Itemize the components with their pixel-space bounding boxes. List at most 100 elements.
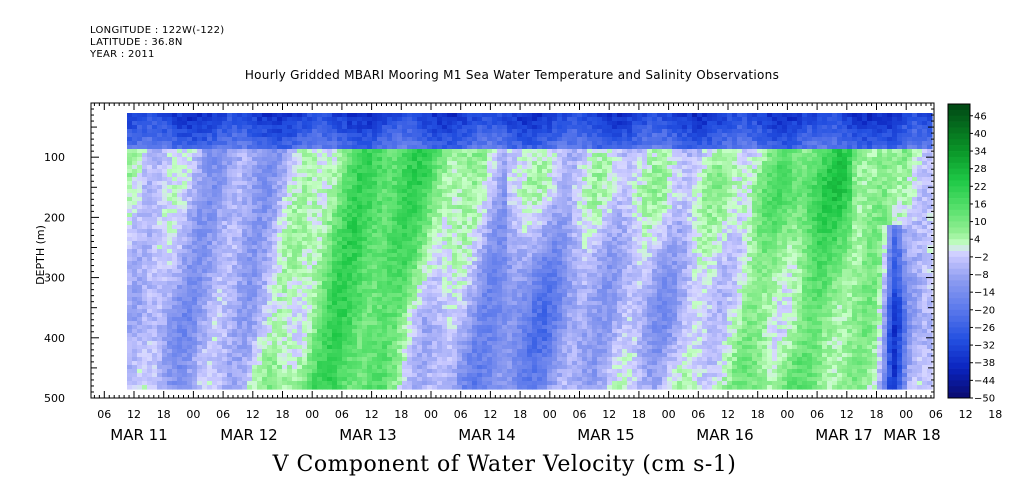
heatmap-cell [317, 205, 323, 210]
heatmap-cell [172, 289, 178, 294]
heatmap-cell [262, 221, 268, 226]
heatmap-cell [307, 213, 313, 218]
heatmap-cell [397, 185, 403, 190]
heatmap-cell [337, 185, 343, 190]
heatmap-cell [382, 133, 388, 138]
heatmap-cell [137, 125, 143, 130]
heatmap-cell [212, 385, 218, 390]
heatmap-cell [462, 369, 468, 374]
heatmap-cell [237, 229, 243, 234]
heatmap-cell [227, 225, 233, 230]
heatmap-cell [457, 225, 463, 230]
heatmap-cell [187, 217, 193, 222]
heatmap-cell [247, 341, 253, 346]
heatmap-cell [357, 313, 363, 318]
heatmap-cell [467, 137, 473, 142]
heatmap-cell [447, 189, 453, 194]
heatmap-cell [462, 297, 468, 302]
heatmap-cell [332, 161, 338, 166]
heatmap-cell [242, 369, 248, 374]
heatmap-cell [242, 301, 248, 306]
heatmap-cell [252, 173, 258, 178]
heatmap-cell [482, 189, 488, 194]
heatmap-cell [477, 241, 483, 246]
heatmap-cell [252, 233, 258, 238]
heatmap-cell [477, 125, 483, 130]
heatmap-cell [182, 173, 188, 178]
heatmap-cell [197, 113, 203, 118]
heatmap-cell [447, 169, 453, 174]
heatmap-cell [402, 301, 408, 306]
heatmap-cell [172, 369, 178, 374]
heatmap-cell [207, 349, 213, 354]
heatmap-cell [342, 261, 348, 266]
heatmap-cell [267, 317, 273, 322]
heatmap-cell [392, 369, 398, 374]
heatmap-cell [297, 221, 303, 226]
heatmap-cell [402, 165, 408, 170]
heatmap-cell [362, 181, 368, 186]
heatmap-cell [217, 333, 223, 338]
heatmap-cell [462, 321, 468, 326]
heatmap-cell [217, 217, 223, 222]
heatmap-cell [462, 377, 468, 382]
heatmap-cell [352, 137, 358, 142]
heatmap-cell [272, 265, 278, 270]
heatmap-cell [342, 341, 348, 346]
heatmap-cell [352, 253, 358, 258]
heatmap-cell [202, 273, 208, 278]
heatmap-cell [327, 157, 333, 162]
heatmap-cell [267, 253, 273, 258]
heatmap-cell [482, 265, 488, 270]
heatmap-cell [372, 121, 378, 126]
heatmap-cell [187, 381, 193, 386]
heatmap-cell [337, 229, 343, 234]
heatmap-cell [152, 225, 158, 230]
heatmap-cell [432, 237, 438, 242]
heatmap-cell [347, 117, 353, 122]
heatmap-cell [362, 285, 368, 290]
heatmap-cell [442, 193, 448, 198]
heatmap-cell [397, 249, 403, 254]
heatmap-cell [277, 369, 283, 374]
heatmap-cell [257, 253, 263, 258]
heatmap-cell [127, 373, 133, 378]
heatmap-cell [477, 341, 483, 346]
heatmap-cell [197, 261, 203, 266]
heatmap-cell [407, 381, 413, 386]
heatmap-cell [377, 277, 383, 282]
heatmap-cell [417, 201, 423, 206]
heatmap-cell [467, 321, 473, 326]
heatmap-cell [477, 265, 483, 270]
heatmap-cell [197, 345, 203, 350]
heatmap-cell [187, 117, 193, 122]
heatmap-cell [152, 141, 158, 146]
heatmap-cell [132, 325, 138, 330]
heatmap-cell [442, 289, 448, 294]
heatmap-cell [282, 345, 288, 350]
heatmap-cell [162, 381, 168, 386]
heatmap-cell [442, 189, 448, 194]
heatmap-cell [192, 313, 198, 318]
heatmap-cell [297, 293, 303, 298]
heatmap-cell [422, 241, 428, 246]
heatmap-cell [297, 357, 303, 362]
heatmap-cell [422, 173, 428, 178]
heatmap-cell [287, 201, 293, 206]
heatmap-cell [437, 145, 443, 150]
heatmap-cell [327, 245, 333, 250]
heatmap-cell [407, 249, 413, 254]
heatmap-cell [327, 153, 333, 158]
heatmap-cell [302, 301, 308, 306]
heatmap-cell [227, 333, 233, 338]
heatmap-cell [347, 229, 353, 234]
heatmap-cell [207, 181, 213, 186]
heatmap-cell [367, 289, 373, 294]
heatmap-cell [347, 273, 353, 278]
heatmap-cell [267, 309, 273, 314]
heatmap-cell [422, 321, 428, 326]
heatmap-cell [397, 113, 403, 118]
heatmap-cell [177, 149, 183, 154]
heatmap-cell [472, 153, 478, 158]
heatmap-cell [187, 365, 193, 370]
